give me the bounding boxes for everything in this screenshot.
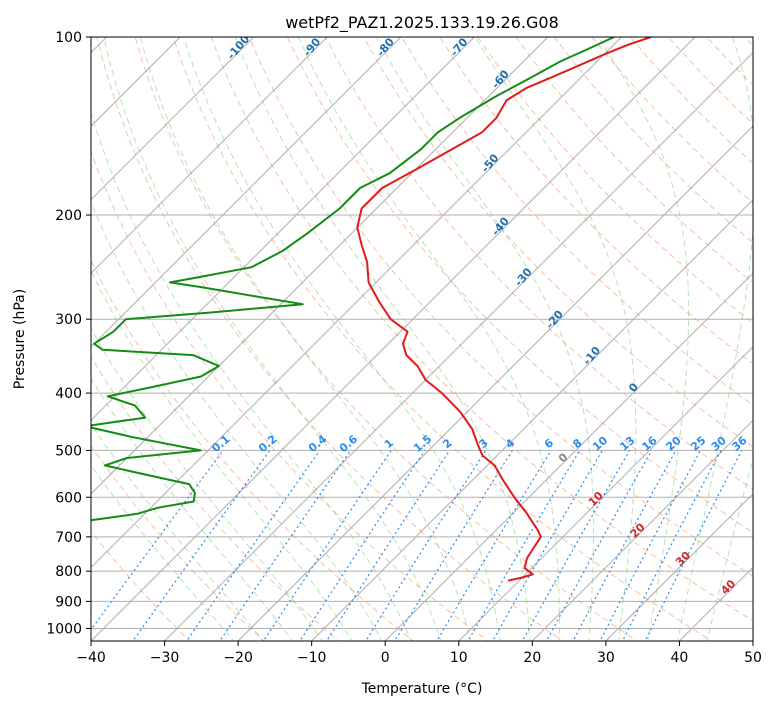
mixing-ratio-line	[436, 450, 552, 641]
chart-title: wetPf2_PAZ1.2025.133.19.26.G08	[285, 13, 559, 33]
sounding-lines	[91, 37, 652, 582]
x-tick-label: −10	[297, 650, 327, 666]
dry-adiabat-line	[325, 37, 753, 490]
x-tick-label: 30	[597, 650, 615, 666]
mixing-ratio-line	[621, 450, 722, 641]
y-axis: 100 200 300 400 500 600 700 800 900 1000	[46, 30, 91, 637]
mixing-ratio-line	[365, 450, 487, 641]
mixing-ratio-line	[644, 450, 743, 641]
dewpoint-profile-line	[91, 37, 615, 522]
x-tick-label: 20	[523, 650, 541, 666]
x-tick-label: −20	[223, 650, 253, 666]
y-tick-label: 200	[55, 208, 82, 224]
y-tick-label: 300	[55, 312, 82, 328]
isotherm-line	[91, 37, 475, 422]
x-tick-label: −40	[76, 650, 106, 666]
isotherm-line	[531, 419, 753, 641]
isotherm-line	[91, 37, 549, 495]
y-tick-label: 400	[55, 386, 82, 402]
x-tick-label: 10	[450, 650, 468, 666]
y-tick-label: 100	[55, 30, 82, 46]
x-tick-label: 40	[671, 650, 689, 666]
mixing-ratio-line	[132, 450, 271, 641]
mixing-ratio-line	[545, 450, 653, 641]
mixing-ratio-line	[219, 450, 352, 641]
y-tick-label: 900	[55, 594, 82, 610]
dry-adiabat-line	[439, 37, 753, 365]
x-axis-title: Temperature (°C)	[361, 681, 483, 697]
isotherm-line	[384, 272, 753, 641]
isotherm-line	[311, 198, 753, 641]
mixing-ratio-line	[492, 450, 603, 641]
moist-adiabat-line	[91, 111, 412, 641]
mixing-ratio-line	[599, 450, 702, 641]
isotherm-line	[164, 51, 753, 641]
x-tick-label: −30	[150, 650, 180, 666]
moist-adiabat-line	[91, 201, 383, 641]
isotherm-line	[91, 37, 402, 348]
y-tick-label: 600	[55, 490, 82, 506]
mixing-ratio-line	[521, 450, 631, 641]
dry-adiabat-line	[248, 37, 753, 577]
x-axis: −40 −30 −20 −10 0 10 20 30 40 50	[76, 641, 762, 666]
y-axis-title: Pressure (hPa)	[12, 289, 28, 389]
plot-frame	[90, 36, 754, 642]
temperature-profile-line	[356, 37, 652, 582]
y-tick-label: 700	[55, 530, 82, 546]
dry-adiabat-line	[91, 259, 415, 641]
isotherm-line	[91, 37, 255, 201]
mixing-ratio-line	[572, 450, 677, 641]
x-tick-label: 0	[381, 650, 390, 666]
dry-adiabat-line	[477, 37, 753, 324]
isotherm-line	[237, 125, 753, 641]
y-tick-label: 800	[55, 564, 82, 580]
isotherm-line	[91, 37, 696, 641]
isotherm-line	[458, 346, 753, 641]
isotherm-line	[91, 37, 328, 274]
x-tick-label: 50	[744, 650, 762, 666]
mixing-ratio-line	[467, 450, 581, 641]
y-tick-label: 500	[55, 443, 82, 459]
isotherm-line	[605, 493, 753, 641]
isotherm-line	[91, 37, 622, 569]
y-tick-label: 1000	[46, 621, 82, 637]
dry-adiabat-line	[286, 37, 753, 534]
mixing-ratio-line	[185, 450, 321, 641]
background-lines	[91, 37, 753, 641]
dry-adiabat-line	[401, 37, 753, 406]
